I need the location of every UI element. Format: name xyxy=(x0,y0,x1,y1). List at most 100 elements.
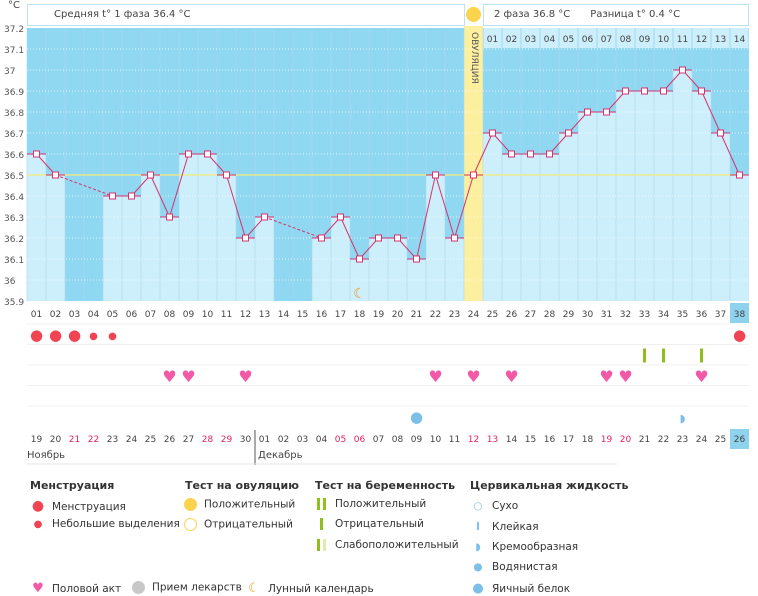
temperature-point xyxy=(451,234,458,242)
legend-label: Сухо xyxy=(492,500,519,512)
phase2-day-label: 11 xyxy=(677,35,688,45)
phase2-day-cell xyxy=(502,28,521,48)
cycle-day-label: 14 xyxy=(278,310,290,320)
sticky-icon: I xyxy=(476,521,480,533)
cycle-day-label: 36 xyxy=(696,310,708,320)
phase2-day-cell xyxy=(616,28,635,48)
date-label: 24 xyxy=(126,435,138,445)
temperature-segment xyxy=(416,174,436,260)
moon-icon: ☾ xyxy=(248,581,260,596)
creamy-drop-icon: ◗ xyxy=(680,412,686,425)
temperature-point xyxy=(413,255,420,263)
pregnancy-test-negative-icon xyxy=(662,348,665,363)
legend-egg-white: ● Яичный белок xyxy=(470,581,570,596)
phase2-day-cell xyxy=(673,28,692,48)
cycle-day-label: 23 xyxy=(449,310,460,320)
temperature-bar xyxy=(198,154,217,301)
cycle-day-label: 03 xyxy=(69,310,80,320)
ovulation-label: ОВУЛЯЦИЯ xyxy=(469,32,479,84)
date-label: 21 xyxy=(69,435,80,445)
menstruation-drop-icon: ● xyxy=(733,326,746,344)
date-label: 02 xyxy=(278,435,289,445)
legend-label: Менструация xyxy=(52,501,126,513)
temperature-bar xyxy=(350,259,369,301)
cycle-day-label: 11 xyxy=(221,310,232,320)
phase2-day-label: 12 xyxy=(696,35,707,45)
phase2-day-cell xyxy=(483,28,502,48)
temperature-point xyxy=(223,171,230,179)
legend-label: Водянистая xyxy=(492,561,558,573)
phase2-day-cell xyxy=(654,28,673,48)
phase2-day-cell xyxy=(559,28,578,48)
cycle-day-label: 02 xyxy=(50,310,61,320)
cycle-day-label: 31 xyxy=(601,310,612,320)
temperature-segment xyxy=(454,174,474,239)
temperature-segment xyxy=(55,174,113,197)
legend-medication: Прием лекарств xyxy=(130,581,242,594)
cycle-day-label: 20 xyxy=(392,310,404,320)
cycle-day-label: 12 xyxy=(240,310,251,320)
cycle-day-label: 04 xyxy=(88,310,100,320)
cycle-day-label: 37 xyxy=(715,310,726,320)
date-label: 18 xyxy=(582,435,594,445)
cycle-day-label: 27 xyxy=(525,310,536,320)
legend-ovu-negative: Отрицательный xyxy=(182,518,293,531)
y-tick-label: 36.4 xyxy=(4,193,24,203)
date-label: 10 xyxy=(430,435,442,445)
sun-outline-icon xyxy=(182,518,198,531)
date-label: 19 xyxy=(601,435,613,445)
temperature-bar xyxy=(445,238,464,301)
y-tick-label: 36.9 xyxy=(4,88,24,98)
legend-ovu-positive: Положительный xyxy=(182,498,295,511)
date-label: 20 xyxy=(620,435,632,445)
date-label: 26 xyxy=(164,435,176,445)
date-label: 03 xyxy=(297,435,308,445)
legend-intercourse: ♥ Половой акт xyxy=(30,581,121,596)
date-label: 16 xyxy=(544,435,556,445)
phase2-day-label: 14 xyxy=(734,35,746,45)
legend-preg-positive: Положительный xyxy=(313,498,426,510)
date-label: 11 xyxy=(449,435,460,445)
temperature-bar xyxy=(578,112,597,301)
temperature-point xyxy=(641,87,648,95)
menstruation-drop-icon: ● xyxy=(49,326,62,344)
temperature-point xyxy=(470,171,477,179)
date-label: 14 xyxy=(506,435,518,445)
menstruation-drop-icon: ● xyxy=(30,326,43,344)
y-tick-label: 36.2 xyxy=(4,235,24,245)
temperature-bar xyxy=(217,175,236,301)
temperature-bar xyxy=(236,238,255,301)
cycle-day-label: 26 xyxy=(506,310,518,320)
date-label: 12 xyxy=(468,435,479,445)
current-day-highlight xyxy=(730,303,749,323)
temperature-point xyxy=(204,150,211,158)
phase2-day-label: 07 xyxy=(601,35,612,45)
phase2-day-label: 09 xyxy=(639,35,651,45)
sun-filled-icon xyxy=(182,498,198,511)
date-label: 17 xyxy=(563,435,574,445)
temperature-point xyxy=(242,234,249,242)
cycle-day-label: 30 xyxy=(582,310,594,320)
temperature-bar xyxy=(27,154,46,301)
cycle-day-label: 08 xyxy=(164,310,176,320)
legend-spotting: ● Небольшие выделения xyxy=(30,518,180,530)
temperature-bar xyxy=(46,175,65,301)
heart-icon: ♥ xyxy=(694,367,708,386)
spotting-drop-icon: ● xyxy=(89,331,98,342)
month-label: Ноябрь xyxy=(27,450,65,461)
legend-title-cervical: Цервикальная жидкость xyxy=(470,479,629,492)
cycle-day-label: 16 xyxy=(316,310,328,320)
date-label: 07 xyxy=(373,435,384,445)
phase2-day-label: 06 xyxy=(582,35,594,45)
cycle-day-label: 18 xyxy=(354,310,366,320)
legend-creamy: ◗ Кремообразная xyxy=(470,541,578,553)
temperature-segment xyxy=(435,174,455,239)
temperature-point xyxy=(185,150,192,158)
date-label: 24 xyxy=(696,435,708,445)
phase2-day-label: 04 xyxy=(544,35,556,45)
egg-white-drop-icon: ● xyxy=(472,581,484,596)
legend-label: Отрицательный xyxy=(204,518,293,531)
cycle-day-label: 05 xyxy=(107,310,118,320)
date-label: 01 xyxy=(259,435,270,445)
legend-label: Клейкая xyxy=(492,521,539,533)
